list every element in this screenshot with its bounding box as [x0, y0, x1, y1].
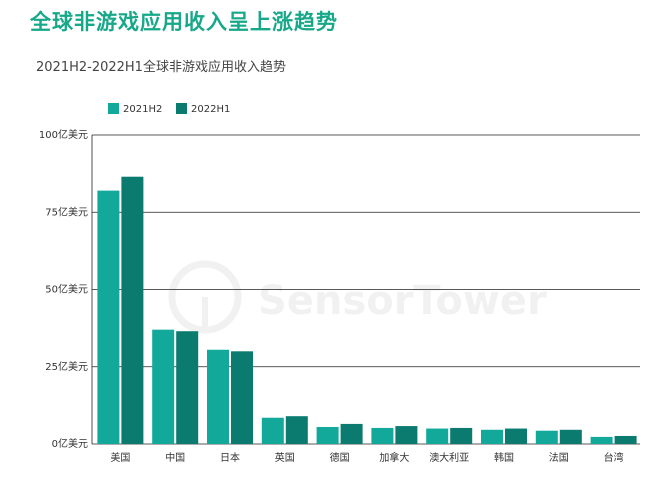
- x-tick-label: 台湾: [604, 451, 624, 464]
- x-tick-label: 法国: [549, 451, 569, 464]
- bar-2022H1-英国: [285, 416, 308, 444]
- x-tick-label: 澳大利亚: [429, 451, 469, 464]
- bar-2022H1-美国: [121, 176, 144, 444]
- legend-swatch: [176, 103, 187, 114]
- y-tick-label: 100亿美元: [39, 128, 88, 141]
- bar-2021H2-德国: [316, 427, 339, 444]
- bar-2021H2-台湾: [590, 436, 613, 444]
- bar-2022H1-德国: [340, 423, 363, 444]
- bar-2021H2-加拿大: [371, 427, 394, 444]
- x-tick-label: 韩国: [494, 451, 514, 464]
- legend-label: 2021H2: [123, 104, 162, 115]
- bar-2022H1-台湾: [614, 435, 637, 444]
- bar-2021H2-英国: [261, 417, 284, 444]
- bar-2021H2-韩国: [481, 429, 503, 444]
- bar-2022H1-加拿大: [395, 426, 418, 444]
- watermark: SensorTower: [168, 260, 547, 334]
- legend-label: 2022H1: [191, 104, 230, 115]
- bar-2021H2-中国: [152, 329, 175, 444]
- y-tick-label: 0亿美元: [52, 437, 88, 450]
- watermark-text: SensorTower: [258, 278, 547, 324]
- x-tick-label: 英国: [275, 451, 295, 464]
- chart-subtitle: 2021H2-2022H1全球非游戏应用收入趋势: [36, 60, 286, 75]
- x-tick-label: 加拿大: [379, 451, 409, 464]
- legend-swatch: [108, 103, 119, 114]
- bar-2022H1-澳大利亚: [450, 427, 473, 444]
- bar-2021H2-法国: [535, 430, 558, 444]
- x-tick-label: 德国: [330, 451, 350, 464]
- bar-2021H2-澳大利亚: [426, 428, 449, 444]
- x-tick-label: 中国: [165, 451, 185, 464]
- bar-2022H1-中国: [176, 331, 199, 444]
- x-tick-label: 日本: [220, 451, 240, 464]
- y-tick-label: 75亿美元: [45, 205, 88, 218]
- bar-2022H1-韩国: [505, 428, 527, 444]
- y-tick-label: 25亿美元: [45, 360, 88, 373]
- y-tick-label: 50亿美元: [45, 283, 88, 296]
- bar-2022H1-法国: [559, 429, 582, 444]
- bar-2021H2-美国: [97, 190, 120, 444]
- x-tick-label: 美国: [110, 451, 130, 464]
- page-title: 全球非游戏应用收入呈上涨趋势: [30, 10, 338, 34]
- bar-2021H2-日本: [207, 349, 229, 444]
- bar-2022H1-日本: [231, 351, 253, 444]
